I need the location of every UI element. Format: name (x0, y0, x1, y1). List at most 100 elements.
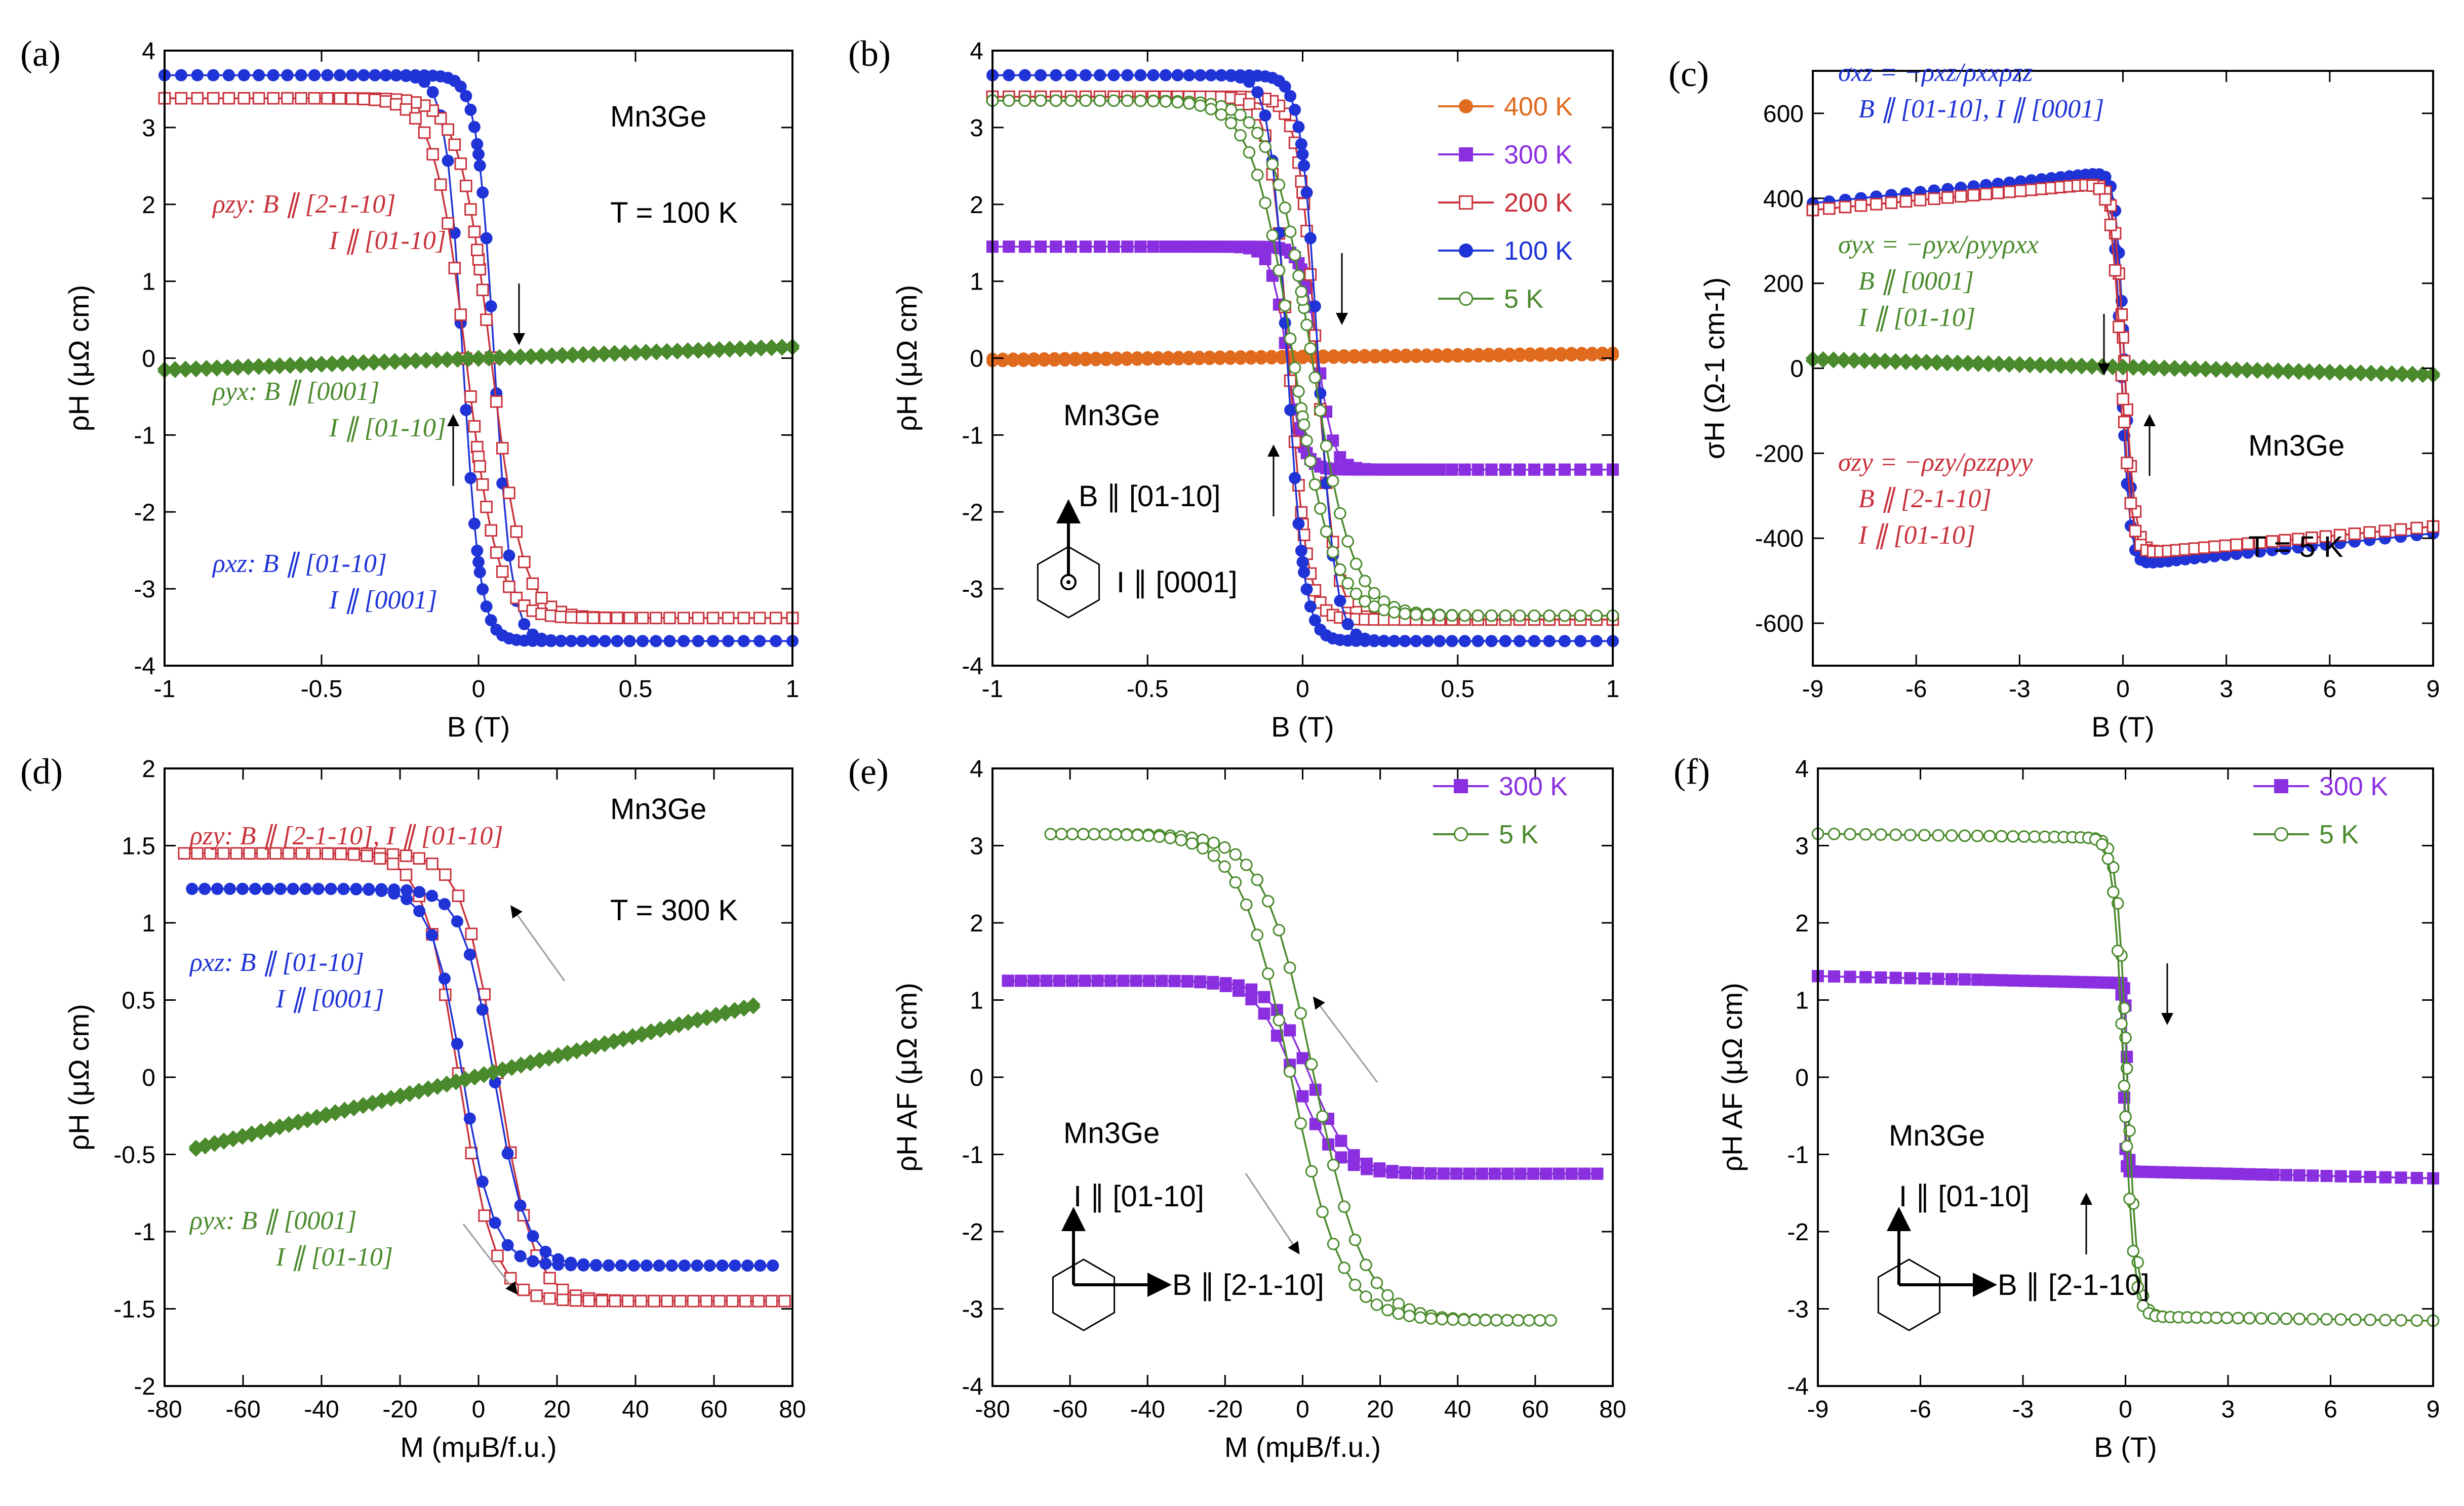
data-point (1038, 352, 1051, 364)
data-point (1904, 829, 1917, 841)
data-point (197, 1137, 213, 1152)
data-point (1259, 253, 1271, 265)
y-tick-label: -200 (1755, 440, 1804, 467)
data-point (1430, 348, 1443, 361)
panel-label: (d) (20, 751, 63, 792)
data-point (1836, 351, 1851, 367)
data-point (1596, 346, 1609, 359)
data-point (1193, 350, 1206, 363)
data-point (1839, 200, 1852, 214)
geometry-side-label: I ∥ [0001] (1117, 566, 1238, 599)
data-point (2084, 357, 2099, 373)
data-point (1453, 827, 1468, 842)
data-point (535, 635, 548, 647)
data-point (1995, 974, 2008, 987)
data-point (590, 1259, 603, 1272)
data-point (429, 351, 444, 367)
data-point (597, 1035, 612, 1050)
data-point (2208, 550, 2221, 562)
data-point (1134, 240, 1147, 253)
data-point (400, 103, 413, 116)
y-tick-label: 4 (1795, 756, 1809, 783)
data-point (765, 1294, 778, 1308)
x-tick-label: -1 (982, 676, 1004, 703)
data-point (168, 361, 183, 376)
data-point (1251, 86, 1264, 99)
x-tick-label: 1 (786, 676, 800, 703)
data-point (2117, 393, 2129, 405)
data-point (578, 1040, 593, 1055)
data-point (1240, 898, 1253, 911)
data-point (230, 847, 243, 860)
data-point (1590, 609, 1603, 622)
y-tick-label: -1 (134, 422, 155, 449)
panel-label: (b) (848, 33, 891, 74)
data-point (1035, 69, 1047, 82)
data-point (1827, 828, 1841, 840)
y-tick-label: -600 (1755, 610, 1804, 637)
data-point (267, 69, 280, 82)
data-point (1308, 614, 1321, 627)
temperature-label: T = 300 K (610, 894, 738, 927)
data-point (442, 123, 454, 136)
data-point (418, 126, 431, 139)
data-point (282, 1116, 296, 1131)
material-label: Mn3Ge (610, 793, 706, 826)
data-point (741, 1259, 754, 1272)
data-point (2410, 1172, 2423, 1185)
data-point (2113, 320, 2125, 334)
data-point (2210, 1167, 2222, 1180)
data-point (1295, 175, 1308, 188)
data-point (2109, 264, 2122, 277)
data-point (753, 635, 766, 647)
data-point (1292, 385, 1305, 398)
data-point (729, 1259, 741, 1272)
data-point (1298, 566, 1310, 579)
x-tick-label: -80 (147, 1396, 182, 1423)
annotation-text: B ∥ [2-1-10] (1858, 484, 1992, 513)
data-point (1171, 240, 1184, 253)
series-5 K (986, 94, 1619, 622)
data-point (1512, 1314, 1525, 1327)
series-ρyx (188, 997, 761, 1157)
x-tick-label: -6 (1910, 1396, 1931, 1423)
data-point (1958, 829, 1971, 842)
data-point (463, 948, 476, 961)
data-point (1410, 463, 1422, 476)
data-point (1160, 240, 1172, 253)
data-point (2116, 358, 2130, 374)
data-point (1050, 69, 1062, 82)
data-point (2035, 173, 2048, 186)
data-point (291, 1113, 306, 1128)
data-point (1130, 974, 1142, 987)
data-point (1261, 894, 1275, 908)
data-point (2208, 540, 2221, 553)
data-point (1424, 1167, 1437, 1180)
data-point (2306, 531, 2318, 544)
data-point (1304, 232, 1317, 245)
y-tick-label: -2 (962, 1219, 983, 1246)
data-point (1932, 829, 1944, 842)
data-point (2230, 538, 2243, 551)
data-point (2271, 362, 2286, 377)
data-point (586, 345, 601, 360)
data-point (2243, 1312, 2256, 1325)
data-point (2124, 497, 2137, 510)
data-point (293, 356, 308, 371)
data-point (1284, 225, 1297, 238)
data-point (1575, 347, 1588, 359)
chart-panel-e: -80 -60 -40 -20 0 20 40 60 80 -4 -3 -2 -1 0 1 2 3 4 M (mμB… (848, 751, 1626, 1463)
data-point (1229, 848, 1242, 861)
y-tick-label: 400 (1763, 186, 1804, 213)
data-point (1258, 1007, 1270, 1020)
data-point (1459, 147, 1473, 161)
data-point (1120, 828, 1133, 841)
data-point (1553, 1167, 1565, 1180)
material-label: Mn3Ge (2248, 429, 2344, 462)
data-point (401, 884, 413, 897)
data-point (454, 157, 467, 170)
data-point (308, 69, 321, 82)
data-point (2364, 1313, 2376, 1326)
data-point (2395, 365, 2410, 380)
x-tick-label: -60 (1052, 1396, 1087, 1423)
